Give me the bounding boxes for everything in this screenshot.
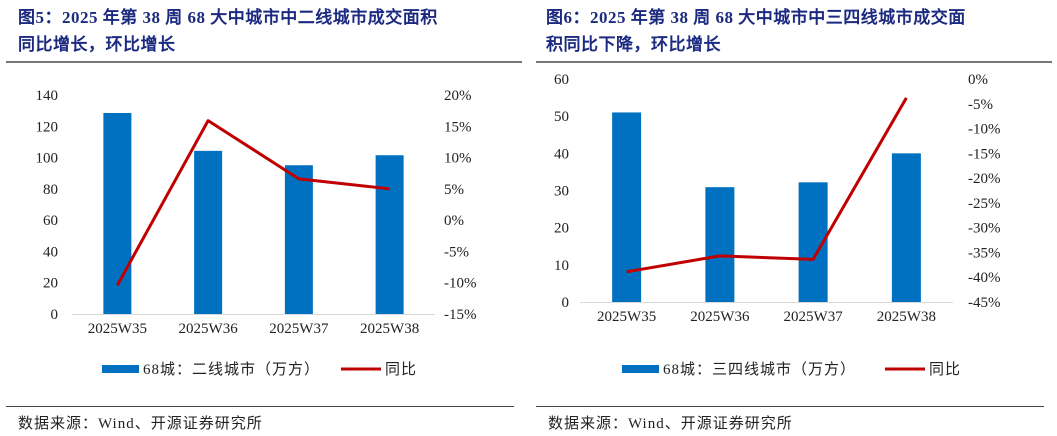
bar-2025w37	[284, 165, 313, 314]
left-axis-tick-label: 140	[36, 88, 59, 104]
bar-2025w36	[194, 150, 223, 314]
yoy-line	[626, 97, 908, 274]
bar-2025w38	[375, 155, 404, 314]
chart-title-1-line-1: 图5：2025 年第 38 周 68 大中城市中二线城市成交面积	[18, 8, 438, 27]
chart-title-2-line-2: 积同比下降，环比增长	[546, 35, 721, 54]
source-divider-1	[6, 406, 514, 407]
x-axis-tick-label: 2025W37	[784, 309, 844, 325]
left-axis-tick-label: 60	[554, 72, 569, 88]
x-axis-tick-label: 2025W37	[269, 321, 329, 337]
left-axis-tick-label: 20	[43, 276, 58, 292]
x-axis-tick-label: 2025W38	[877, 309, 936, 325]
legend-line-label: 同比	[929, 361, 961, 378]
x-axis-tick-label: 2025W36	[690, 309, 750, 325]
legend-bar-label: 68城：二线城市（万方）	[143, 361, 320, 378]
right-axis-tick-label: -25%	[968, 196, 1001, 212]
right-axis-tick-label: 5%	[444, 182, 464, 198]
left-axis-tick-label: 80	[43, 182, 58, 198]
left-axis-tick-label: 0	[51, 307, 59, 323]
left-axis-tick-label: 20	[554, 221, 569, 237]
chart-title-2: 图6：2025 年第 38 周 68 大中城市中三四线城市成交面 积同比下降，环…	[546, 4, 966, 58]
chart-title-1: 图5：2025 年第 38 周 68 大中城市中二线城市成交面积 同比增长，环比…	[18, 4, 438, 58]
right-axis-tick-label: -40%	[968, 270, 1001, 286]
right-axis-tick-label: -20%	[968, 171, 1001, 187]
legend-bar-label: 68城：三四线城市（万方）	[663, 361, 856, 378]
right-axis-tick-label: 20%	[444, 88, 472, 104]
right-axis-tick-label: 0%	[968, 72, 988, 88]
bar-2025w35	[612, 112, 642, 302]
source-note-1: 数据来源：Wind、开源证券研究所	[18, 416, 263, 432]
right-axis-tick-label: -10%	[968, 122, 1001, 138]
title-divider-2	[536, 61, 1052, 63]
right-axis-tick-label: -5%	[968, 97, 993, 113]
x-axis-tick-label: 2025W35	[88, 321, 147, 337]
right-axis-tick-label: -35%	[968, 245, 1001, 261]
left-axis-tick-label: 50	[554, 109, 569, 125]
right-axis-tick-label: 15%	[444, 119, 472, 135]
chart-title-2-line-1: 图6：2025 年第 38 周 68 大中城市中三四线城市成交面	[546, 8, 966, 27]
bar-2025w36	[705, 187, 735, 302]
title-divider-1	[6, 61, 522, 63]
left-axis-tick-label: 120	[36, 119, 59, 135]
yoy-line	[116, 119, 390, 286]
x-axis-tick-label: 2025W35	[597, 309, 656, 325]
x-axis-tick-label: 2025W36	[179, 321, 239, 337]
left-axis-tick-label: 40	[554, 146, 569, 162]
right-axis-tick-label: 10%	[444, 151, 472, 167]
right-axis-tick-label: -30%	[968, 221, 1001, 237]
right-axis-tick-label: -45%	[968, 295, 1001, 311]
legend-bar-swatch	[622, 365, 659, 373]
left-axis-tick-label: 100	[36, 151, 59, 167]
left-axis-tick-label: 30	[554, 184, 569, 200]
bar-2025w35	[103, 112, 132, 314]
chart-title-1-line-2: 同比增长，环比增长	[18, 35, 176, 54]
legend-bar-swatch	[102, 365, 139, 373]
right-axis-tick-label: -10%	[444, 276, 477, 292]
left-axis-tick-label: 60	[43, 213, 58, 229]
bar-2025w38	[891, 153, 921, 302]
left-axis-tick-label: 0	[562, 295, 570, 311]
x-axis-tick-label: 2025W38	[360, 321, 419, 337]
left-axis-tick-label: 40	[43, 244, 58, 260]
left-axis-tick-label: 10	[554, 258, 569, 274]
right-axis-tick-label: -15%	[968, 146, 1001, 162]
right-axis-tick-label: -15%	[444, 307, 477, 323]
source-note-2: 数据来源：Wind、开源证券研究所	[548, 416, 793, 432]
source-divider-2	[536, 406, 1044, 407]
legend-line-label: 同比	[385, 361, 417, 378]
right-axis-tick-label: 0%	[444, 213, 464, 229]
right-axis-tick-label: -5%	[444, 244, 469, 260]
